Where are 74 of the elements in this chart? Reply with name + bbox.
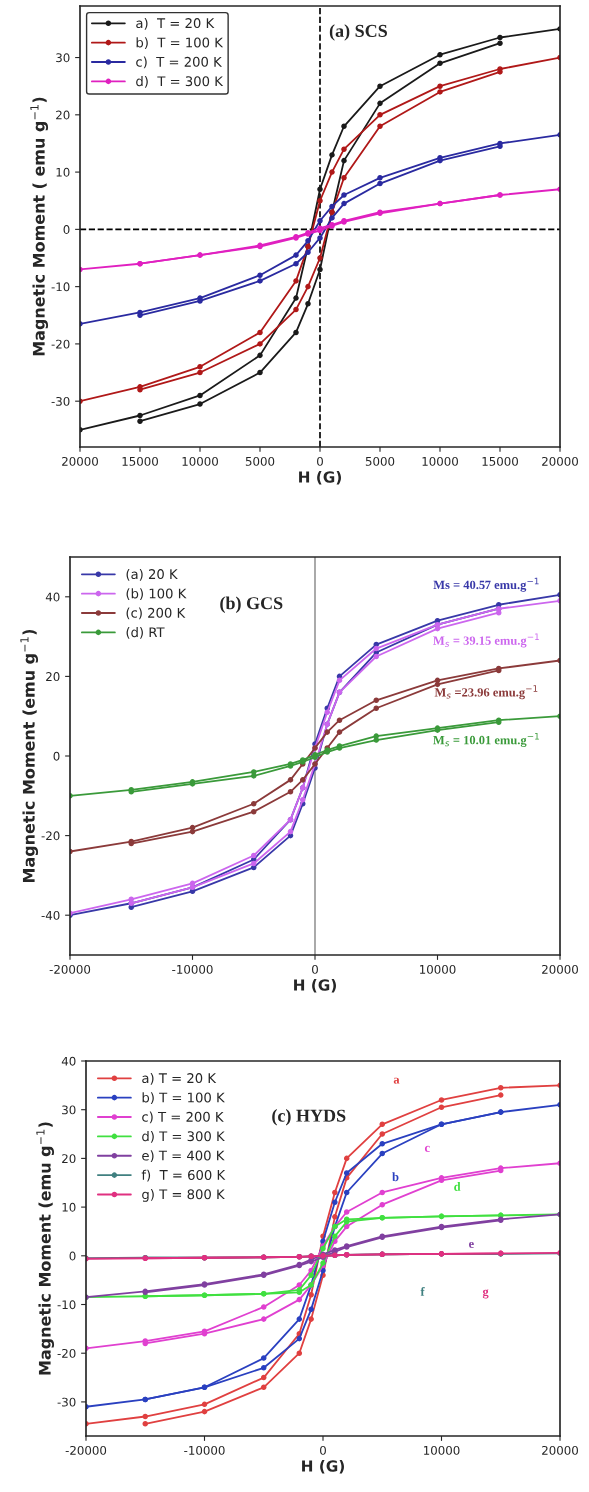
legend-label: (b) 100 K — [126, 588, 187, 601]
x-tick-label: -10000 — [172, 964, 213, 974]
x-tick-label: 5000 — [365, 456, 395, 466]
y-tick-label: 20 — [62, 1154, 76, 1164]
x-tick-label: 10000 — [420, 964, 456, 974]
x-tick-label: 15000 — [482, 456, 518, 466]
y-tick-label: 20 — [46, 672, 60, 682]
annotation: M$_{s}$ = 39.15 emu.g$^{−1}$ — [433, 633, 539, 648]
annotation: M$_{s}$ = 10.01 emu.g$^{−1}$ — [433, 733, 539, 747]
legend-label: a) T = 20 K — [136, 17, 215, 30]
y-axis-title: Magnetic Moment (emu g$^{−1}$) — [20, 629, 39, 882]
x-tick-label: 0 — [312, 964, 318, 974]
x-tick-label: 15000 — [122, 456, 158, 466]
legend-label: f) T = 600 K — [141, 1169, 226, 1182]
y-tick-label: -10 — [57, 1300, 76, 1310]
legend-label: e) T = 400 K — [142, 1150, 225, 1163]
x-tick-label: 20000 — [542, 1445, 578, 1455]
legend-label: a) T = 20 K — [142, 1072, 217, 1085]
legend-label: g) T = 800 K — [142, 1189, 225, 1202]
legend-label: c) T = 200 K — [142, 1111, 224, 1124]
annotation: a — [393, 1077, 400, 1084]
y-tick-label: 20 — [56, 110, 70, 120]
y-tick-label: -20 — [51, 339, 70, 349]
legend-label: (c) 200 K — [126, 607, 186, 620]
y-tick-label: -30 — [51, 396, 70, 406]
y-axis-title: Magnetic Moment (emu g$^{−1}$) — [36, 1122, 55, 1375]
text: (c) HYDS — [272, 1109, 346, 1126]
legend-label: (a) 20 K — [126, 568, 178, 581]
annotation: d — [454, 1182, 461, 1191]
legend-label: (d) RT — [126, 626, 165, 639]
y-tick-label: -20 — [57, 1348, 76, 1358]
x-tick-label: -10000 — [184, 1445, 225, 1455]
annotation: g — [482, 1289, 489, 1299]
x-tick-label: -20000 — [65, 1445, 107, 1455]
annotation: Ms = 40.57 emu.g$^{−1}$ — [433, 577, 539, 592]
y-axis-title: Magnetic Moment ( emu g$^{−1}$) — [30, 97, 49, 356]
y-tick-label: 40 — [61, 1056, 76, 1066]
y-tick-label: 10 — [56, 167, 70, 177]
y-tick-label: 30 — [56, 53, 70, 63]
x-tick-label: 5000 — [245, 456, 275, 466]
y-tick-label: -30 — [57, 1397, 76, 1407]
y-tick-label: -10 — [51, 282, 70, 292]
y-tick-label: 30 — [62, 1105, 76, 1115]
y-tick-label: 40 — [45, 592, 60, 602]
y-tick-label: -20 — [41, 831, 60, 841]
text: (a) SCS — [329, 24, 387, 41]
x-tick-label: 10000 — [182, 456, 218, 466]
annotation: c — [424, 1145, 430, 1152]
annotation: M$_{s}$ =23.96 emu.g$^{−1}$ — [434, 685, 538, 700]
legend-label: d) T = 300 K — [136, 75, 224, 88]
y-tick-label: 0 — [63, 225, 70, 235]
y-tick-label: -40 — [41, 910, 60, 920]
text: (b) GCS — [220, 596, 283, 613]
x-axis-title: H (G) — [302, 1459, 344, 1474]
y-tick-label: 0 — [69, 1251, 76, 1261]
x-tick-label: -20000 — [49, 964, 91, 974]
x-tick-label: 20000 — [542, 456, 578, 466]
x-tick-label: 10000 — [422, 456, 458, 466]
x-tick-label: 20000 — [542, 964, 578, 974]
annotation: f — [420, 1286, 425, 1296]
annotation: e — [469, 1241, 474, 1248]
x-tick-label: 0 — [320, 1445, 326, 1455]
legend-label: b) T = 100 K — [142, 1092, 225, 1105]
x-tick-label: 10000 — [424, 1445, 460, 1455]
legend-label: b) T = 100 K — [136, 37, 224, 50]
x-tick-label: 20000 — [62, 456, 98, 466]
annotation: b — [392, 1172, 399, 1182]
y-tick-label: 0 — [53, 751, 60, 761]
x-axis-title: H (G) — [294, 978, 336, 993]
x-tick-label: 0 — [317, 456, 323, 466]
y-tick-label: 10 — [62, 1202, 76, 1212]
legend-label: d) T = 300 K — [142, 1130, 225, 1143]
legend-label: c) T = 200 K — [136, 56, 223, 69]
x-axis-title: H (G) — [299, 470, 341, 485]
